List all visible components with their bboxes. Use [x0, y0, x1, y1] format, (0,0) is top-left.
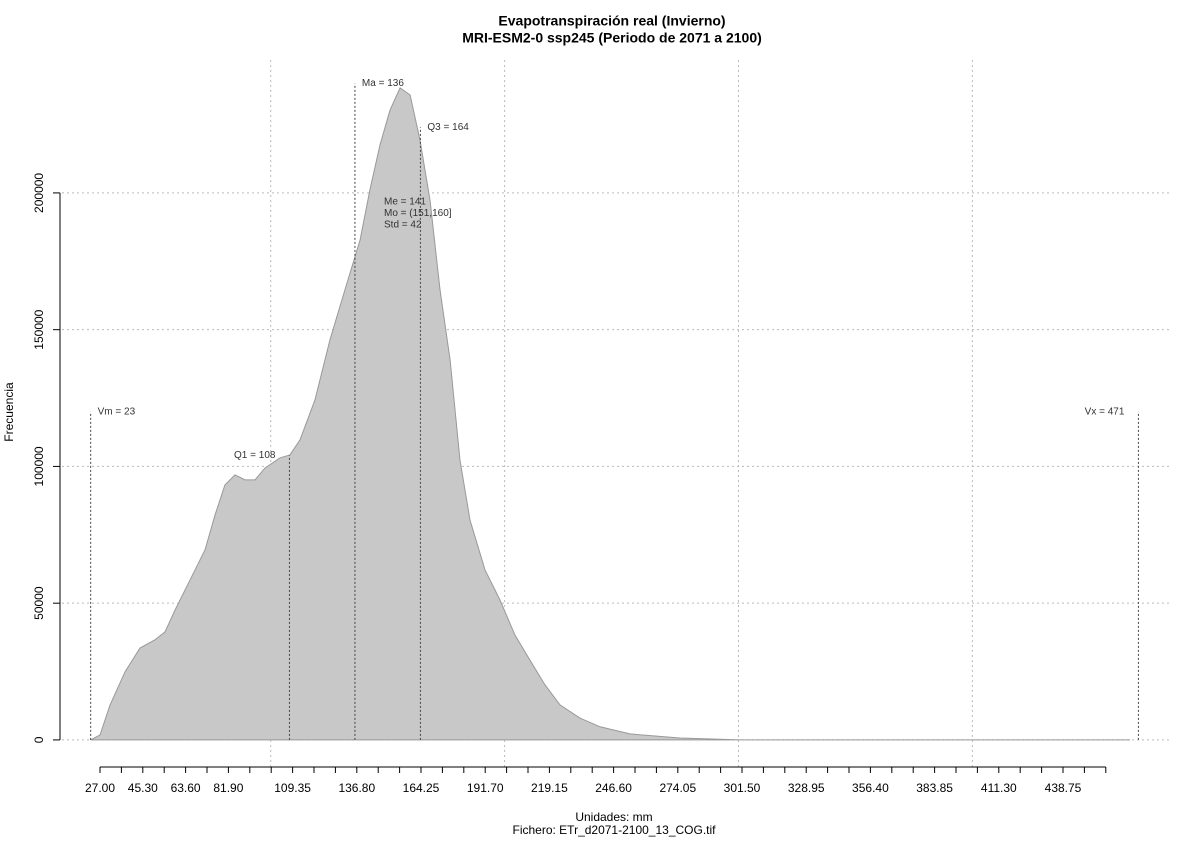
marker-label: Q1 = 108 [234, 450, 276, 461]
y-tick-label: 50000 [32, 586, 46, 620]
x-tick-label: 45.30 [128, 781, 158, 795]
x-tick-label: 411.30 [981, 781, 1017, 795]
stat-label: Std = 42 [384, 220, 422, 231]
y-tick-label: 200000 [32, 173, 46, 213]
x-tick-label: 301.50 [724, 781, 761, 795]
y-tick-label: 100000 [32, 446, 46, 486]
marker-label: Vm = 23 [98, 406, 136, 417]
x-tick-label: 81.90 [213, 781, 243, 795]
y-tick-label: 150000 [32, 309, 46, 349]
stat-label: Mo = (151,160] [384, 208, 452, 219]
chart-subtitle: MRI-ESM2-0 ssp245 (Periodo de 2071 a 210… [462, 30, 762, 46]
x-tick-label: 328.95 [788, 781, 825, 795]
x-tick-label: 219.15 [531, 781, 568, 795]
y-axis-label: Frecuencia [2, 382, 16, 442]
x-tick-label: 274.05 [659, 781, 696, 795]
density-area [90, 87, 1131, 741]
x-tick-label: 27.00 [85, 781, 115, 795]
footnote: Fichero: ETr_d2071-2100_13_COG.tif [513, 823, 717, 837]
x-tick-label: 383.85 [916, 781, 953, 795]
x-tick-label: 356.40 [852, 781, 889, 795]
x-tick-label: 109.35 [274, 781, 311, 795]
chart-title: Evapotranspiración real (Invierno) [498, 13, 725, 29]
x-tick-label: 246.60 [595, 781, 632, 795]
marker-label: Vx = 471 [1085, 406, 1125, 417]
x-tick-label: 136.80 [338, 781, 375, 795]
marker-label: Q3 = 164 [427, 122, 469, 133]
x-tick-label: 63.60 [171, 781, 201, 795]
x-tick-label: 164.25 [403, 781, 440, 795]
x-tick-label: 438.75 [1045, 781, 1082, 795]
y-tick-label: 0 [32, 736, 46, 743]
stat-label: Me = 141 [384, 197, 426, 208]
marker-label: Ma = 136 [362, 78, 404, 89]
x-tick-label: 191.70 [467, 781, 504, 795]
x-axis-label: Unidades: mm [575, 810, 652, 824]
